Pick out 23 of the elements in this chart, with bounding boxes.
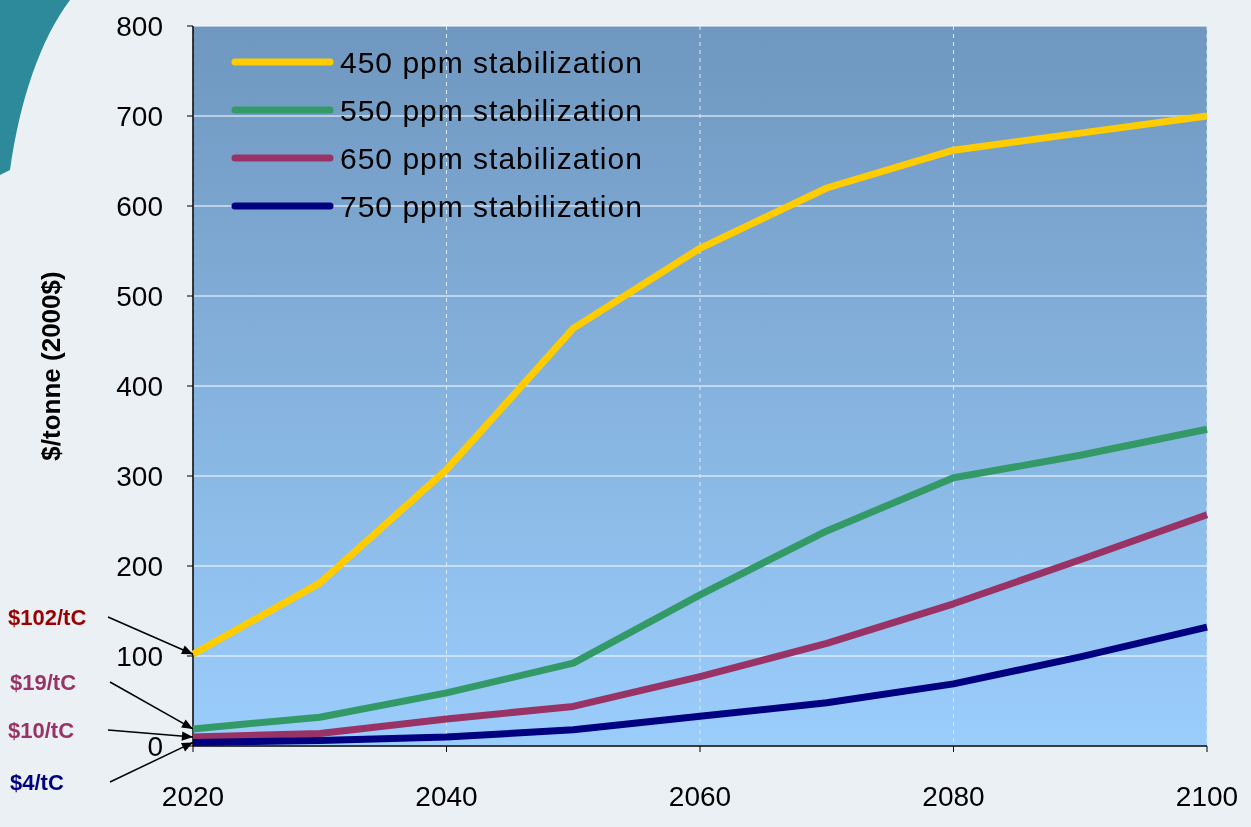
y-tick-label: 200 — [116, 550, 163, 582]
text: $4/tC — [10, 770, 64, 795]
x-tick-label: 2080 — [922, 781, 985, 812]
y-tick-label: 0 — [147, 730, 163, 762]
y-tick-label: 800 — [116, 10, 163, 42]
x-tick-label: 2040 — [415, 781, 478, 812]
legend-label: 650 ppm stabilization — [340, 141, 643, 175]
y-tick-label: 100 — [116, 640, 163, 672]
y-tick-label: 700 — [116, 100, 163, 132]
y-tick-label: 300 — [116, 460, 163, 492]
legend-label: 750 ppm stabilization — [340, 189, 643, 223]
x-tick-label: 2060 — [668, 781, 732, 812]
legend-label: 450 ppm stabilization — [340, 45, 643, 79]
x-tick-label: 2020 — [161, 781, 225, 812]
text: $102/tC — [8, 605, 87, 630]
text: $10/tC — [8, 718, 75, 743]
x-tick-label: 2100 — [1175, 781, 1239, 812]
legend-label: 550 ppm stabilization — [340, 93, 643, 127]
y-axis-title: $/tonne (2000$) — [36, 271, 66, 461]
y-tick-label: 600 — [116, 190, 163, 222]
y-tick-label: 400 — [116, 370, 163, 402]
y-tick-label: 500 — [116, 280, 163, 312]
text: $19/tC — [10, 670, 77, 695]
